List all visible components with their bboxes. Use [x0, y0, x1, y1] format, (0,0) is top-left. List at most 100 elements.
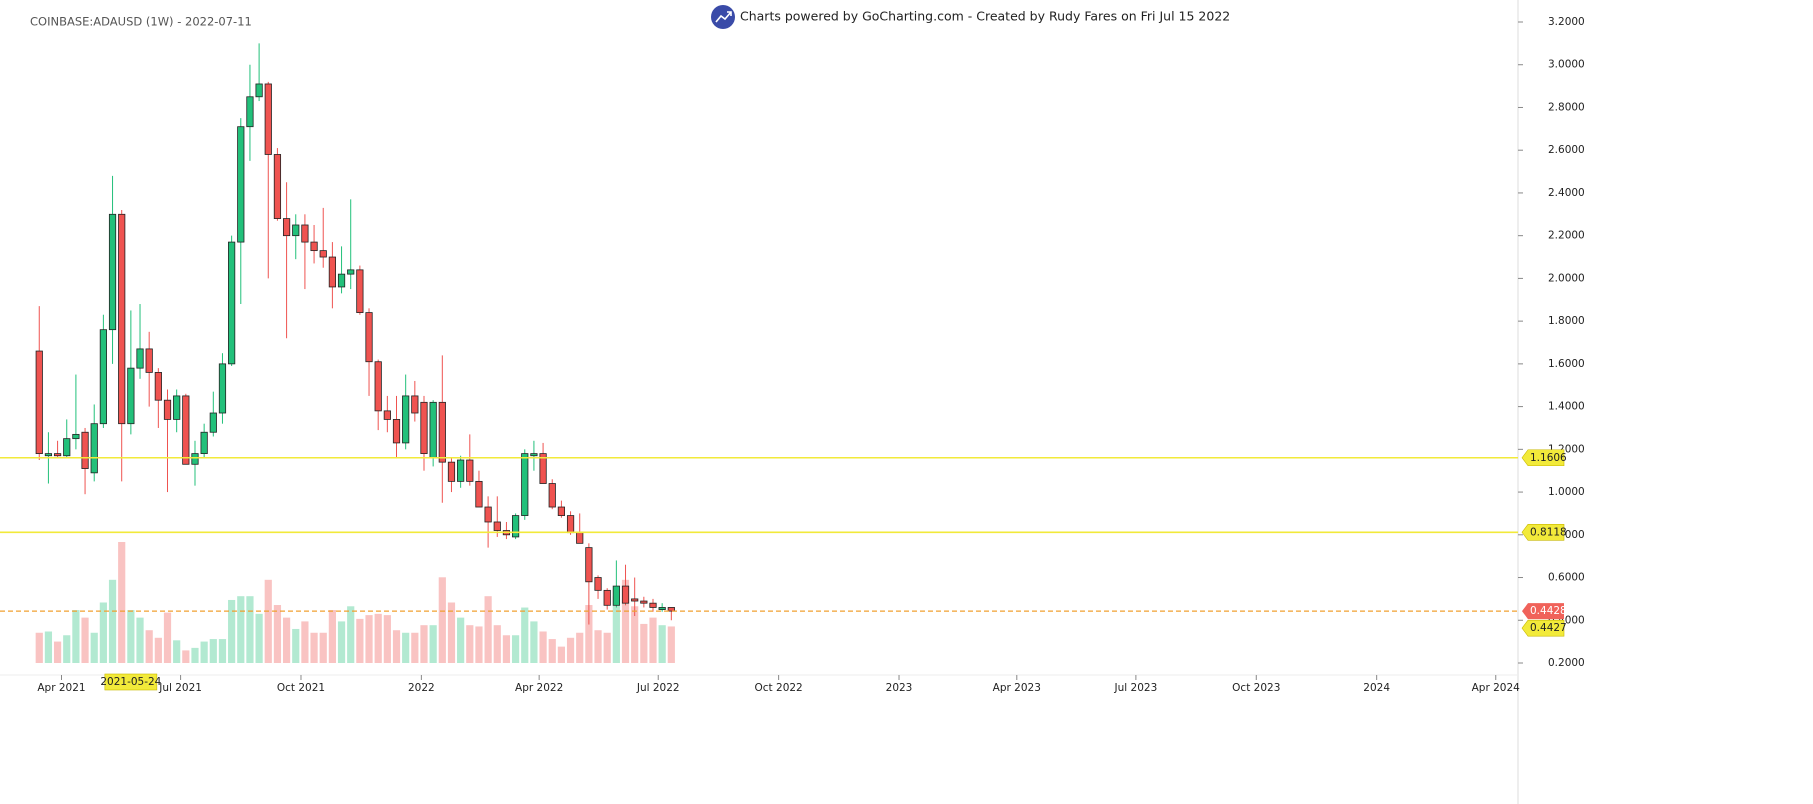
x-tick-label: 2024: [1363, 682, 1390, 694]
candle-body: [154, 372, 162, 401]
candle-body: [566, 515, 575, 534]
candle-body: [173, 395, 181, 420]
volume-bar: [145, 630, 153, 663]
candle-body: [218, 363, 227, 414]
volume-bar: [319, 632, 327, 663]
candle-body: [182, 395, 190, 465]
candle-body: [228, 241, 236, 365]
candle-body: [145, 348, 153, 373]
volume-bar: [356, 618, 364, 663]
candle-body: [438, 401, 446, 463]
candle-body: [658, 607, 666, 610]
volume-bar: [72, 610, 80, 663]
volume-bar: [90, 632, 98, 663]
x-tick-label: Oct 2023: [1232, 682, 1280, 694]
candle-body: [163, 399, 172, 420]
volume-bar: [539, 631, 547, 663]
candle-body: [576, 532, 584, 544]
volume-bar: [218, 639, 227, 663]
candle-body: [511, 515, 520, 538]
volume-bar: [392, 630, 401, 663]
x-tick-label: Apr 2023: [993, 682, 1041, 694]
candle-body: [99, 329, 107, 425]
volume-bar: [402, 632, 410, 663]
volume-bar: [108, 579, 117, 663]
candle-body: [621, 585, 630, 604]
candle-body: [81, 431, 89, 469]
x-tick-label: Jul 2022: [636, 682, 680, 694]
logo: [711, 5, 735, 29]
candle-body: [301, 224, 309, 243]
volume-bar: [621, 579, 630, 663]
candle-body: [255, 83, 263, 98]
volume-bar: [548, 639, 556, 663]
candle-body: [667, 607, 675, 612]
candle-body: [292, 224, 300, 237]
volume-bar: [63, 635, 71, 663]
candle-body: [402, 395, 410, 444]
level-label-bg: [1521, 449, 1565, 467]
volume-bar: [282, 617, 291, 663]
candle-body: [191, 453, 199, 465]
candle-body: [585, 547, 593, 583]
candle-body: [209, 412, 217, 433]
candle-body: [457, 459, 465, 482]
y-tick-label: 2.6000: [1548, 144, 1585, 156]
volume-bar: [374, 613, 382, 663]
candle-body: [539, 453, 547, 484]
x-tick-label: Oct 2022: [755, 682, 803, 694]
volume-bar: [301, 621, 309, 663]
volume-bar: [576, 632, 584, 663]
candle-body: [347, 269, 355, 275]
volume-bars: [35, 542, 675, 663]
y-tick-label: 2.4000: [1548, 187, 1585, 199]
volume-bar: [328, 610, 336, 663]
volume-bar: [81, 617, 89, 663]
volume-bar: [411, 632, 419, 663]
crosshair-date: 2021-05-24: [100, 676, 161, 688]
volume-bar: [658, 625, 666, 663]
volume-bar: [502, 635, 511, 663]
candle-body: [411, 395, 419, 414]
candle-body: [640, 600, 648, 604]
level-label-bg: [1521, 619, 1565, 637]
volume-bar: [420, 625, 428, 663]
candle-body: [356, 269, 364, 313]
volume-bar: [209, 639, 217, 663]
volume-bar: [127, 610, 135, 663]
volume-bar: [246, 596, 254, 663]
candle-body: [484, 506, 492, 523]
volume-bar: [585, 605, 593, 663]
candle-body: [493, 521, 501, 531]
candle-body: [594, 577, 602, 591]
volume-bar: [191, 647, 199, 663]
volume-bar: [603, 632, 611, 663]
candle-body: [374, 361, 382, 412]
volume-bar: [173, 640, 181, 663]
candle-body: [108, 213, 117, 331]
volume-bar: [631, 606, 639, 663]
x-tick-label: Oct 2021: [277, 682, 325, 694]
candle-body: [383, 410, 391, 420]
x-tick-label: Apr 2024: [1472, 682, 1521, 694]
volume-bar: [530, 621, 538, 663]
candle-body: [466, 459, 474, 482]
level-label: 0.8118: [1530, 526, 1567, 538]
volume-bar: [99, 602, 107, 663]
volume-bar: [337, 621, 346, 663]
y-tick-label: 1.4000: [1548, 401, 1585, 413]
volume-bar: [237, 596, 245, 663]
crosshair-date-bg: [104, 673, 158, 691]
y-tick-label: 0.2000: [1548, 657, 1585, 669]
x-tick-label: Jul 2021: [158, 682, 202, 694]
y-tick-label: 2.0000: [1548, 272, 1585, 284]
volume-bar: [438, 577, 446, 663]
volume-bar: [273, 605, 282, 663]
candle-body: [530, 453, 538, 457]
volume-bar: [255, 613, 263, 663]
candle-body: [90, 423, 98, 474]
y-tick-label: 1.6000: [1548, 358, 1585, 370]
candle-body: [63, 438, 71, 457]
